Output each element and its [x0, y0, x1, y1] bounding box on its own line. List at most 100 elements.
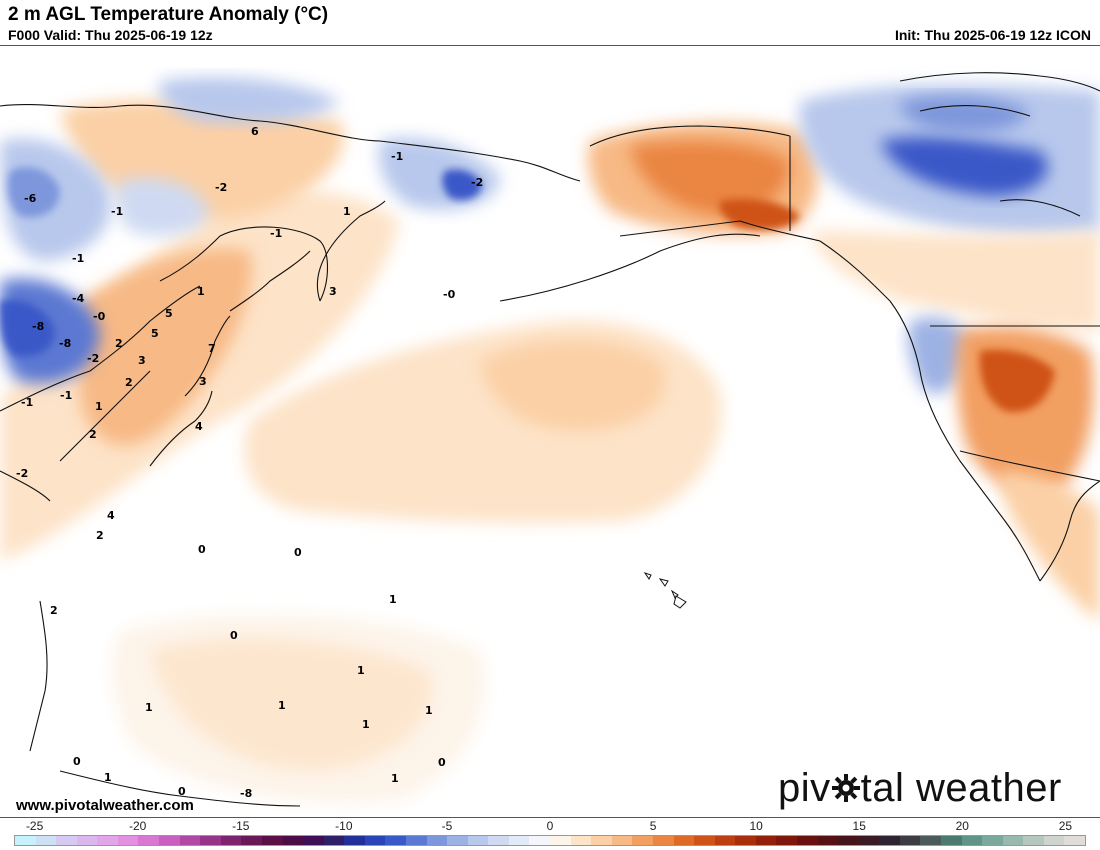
anomaly-label: 7 [208, 342, 216, 355]
gear-icon [831, 768, 861, 802]
colorbar-swatch [961, 836, 983, 845]
colorbar-swatch [56, 836, 77, 845]
anomaly-label: 0 [230, 629, 238, 642]
colorbar-tick-label: 15 [852, 819, 866, 833]
colorbar-swatch [941, 836, 962, 845]
anomaly-label: -1 [60, 389, 72, 402]
colorbar-swatch [138, 836, 160, 845]
anomaly-labels: 6 -1 -2 -6 -1 -1 -2 1 -1 1 3 -0 -4 -0 -8… [16, 125, 483, 800]
colorbar-swatch [652, 836, 674, 845]
colorbar-swatch [920, 836, 942, 845]
colorbar-swatch [344, 836, 365, 845]
colorbar-swatch [796, 836, 818, 845]
colorbar-swatch [241, 836, 262, 845]
colorbar-swatch [76, 836, 98, 845]
website-watermark: www.pivotalweather.com [16, 797, 194, 814]
anomaly-label: -8 [59, 337, 71, 350]
anomaly-label: 0 [438, 756, 446, 769]
anomaly-label: -2 [215, 181, 227, 194]
colorbar-swatch [838, 836, 859, 845]
anomaly-label: -8 [32, 320, 44, 333]
anomaly-label: -0 [443, 288, 456, 301]
anomaly-shading [0, 77, 1100, 804]
anomaly-label: 4 [107, 509, 115, 522]
anomaly-label: 0 [178, 785, 186, 798]
anomaly-label: -1 [72, 252, 84, 265]
anomaly-label: -1 [21, 396, 33, 409]
map-panel[interactable]: 6 -1 -2 -6 -1 -1 -2 1 -1 1 3 -0 -4 -0 -8… [0, 45, 1100, 818]
colorbar-tick-label: -20 [129, 819, 147, 833]
anomaly-label: 3 [329, 285, 337, 298]
colorbar-swatch [570, 836, 592, 845]
colorbar-tick-label: -15 [232, 819, 250, 833]
colorbar-swatch [200, 836, 221, 845]
pivotal-weather-logo: piv tal weather [778, 766, 1062, 811]
anomaly-label: 3 [138, 354, 146, 367]
colorbar-swatch [159, 836, 180, 845]
colorbar-swatch [735, 836, 756, 845]
colorbar-swatch [899, 836, 921, 845]
anomaly-label: 0 [198, 543, 206, 556]
anomaly-label: 6 [251, 125, 259, 138]
anomaly-label: 2 [96, 529, 104, 542]
hawaii-islands [643, 572, 687, 609]
anomaly-label: 0 [294, 546, 302, 559]
colorbar-swatch [35, 836, 57, 845]
colorbar-swatch [879, 836, 900, 845]
colorbar-swatch [550, 836, 571, 845]
colorbar-swatch [982, 836, 1003, 845]
colorbar-swatch [817, 836, 839, 845]
anomaly-label: -4 [72, 292, 85, 305]
logo-text-end: tal weather [860, 766, 1062, 810]
colorbar-tick-label: -5 [441, 819, 453, 833]
anomaly-label: 1 [389, 593, 397, 606]
colorbar-swatch [591, 836, 612, 845]
colorbar-swatch [117, 836, 139, 845]
anomaly-label: -2 [87, 352, 99, 365]
anomaly-label: -0 [93, 310, 106, 323]
anomaly-label: 2 [125, 376, 133, 389]
colorbar-tick-label: 20 [955, 819, 969, 833]
colorbar-swatch [426, 836, 448, 845]
colorbar-swatch [755, 836, 777, 845]
colorbar-swatch [179, 836, 201, 845]
colorbar-swatch [467, 836, 489, 845]
anomaly-map[interactable]: 6 -1 -2 -6 -1 -1 -2 1 -1 1 3 -0 -4 -0 -8… [0, 46, 1100, 817]
colorbar-swatch [1064, 836, 1086, 845]
anomaly-label: 1 [95, 400, 103, 413]
colorbar-swatch [632, 836, 653, 845]
colorbar-swatch [364, 836, 386, 845]
colorbar-swatch [714, 836, 736, 845]
init-time: Init: Thu 2025-06-19 12z ICON [894, 27, 1091, 43]
anomaly-label: -1 [270, 227, 282, 240]
anomaly-label: 4 [195, 420, 203, 433]
coastlines [0, 72, 1100, 807]
anomaly-label: 0 [73, 755, 81, 768]
anomaly-label: -2 [471, 176, 483, 189]
colorbar-swatch [405, 836, 427, 845]
anomaly-label: 1 [425, 704, 433, 717]
colorbar-swatch [858, 836, 880, 845]
colorbar-swatch [1002, 836, 1024, 845]
colorbar-tick-label: 0 [546, 819, 554, 833]
colorbar-swatch [447, 836, 468, 845]
colorbar-swatch [15, 836, 36, 845]
colorbar-swatch [97, 836, 118, 845]
anomaly-label: 2 [89, 428, 97, 441]
anomaly-label: 5 [151, 327, 159, 340]
anomaly-label: 1 [104, 771, 112, 784]
anomaly-label: -6 [24, 192, 37, 205]
colorbar-swatch [1023, 836, 1044, 845]
anomaly-label: 1 [343, 205, 351, 218]
colorbar-swatch [303, 836, 324, 845]
anomaly-label: 1 [145, 701, 153, 714]
colorbar-ticks: -25 -20 -15 -10 -5 0 5 10 15 20 25 [0, 818, 1100, 834]
colorbar [14, 835, 1086, 846]
anomaly-label: 1 [278, 699, 286, 712]
anomaly-label: -2 [16, 467, 28, 480]
colorbar-swatch [673, 836, 695, 845]
colorbar-swatch [261, 836, 283, 845]
colorbar-swatch [776, 836, 797, 845]
anomaly-label: 1 [357, 664, 365, 677]
map-header: 2 m AGL Temperature Anomaly (°C) F000 Va… [0, 0, 1100, 46]
